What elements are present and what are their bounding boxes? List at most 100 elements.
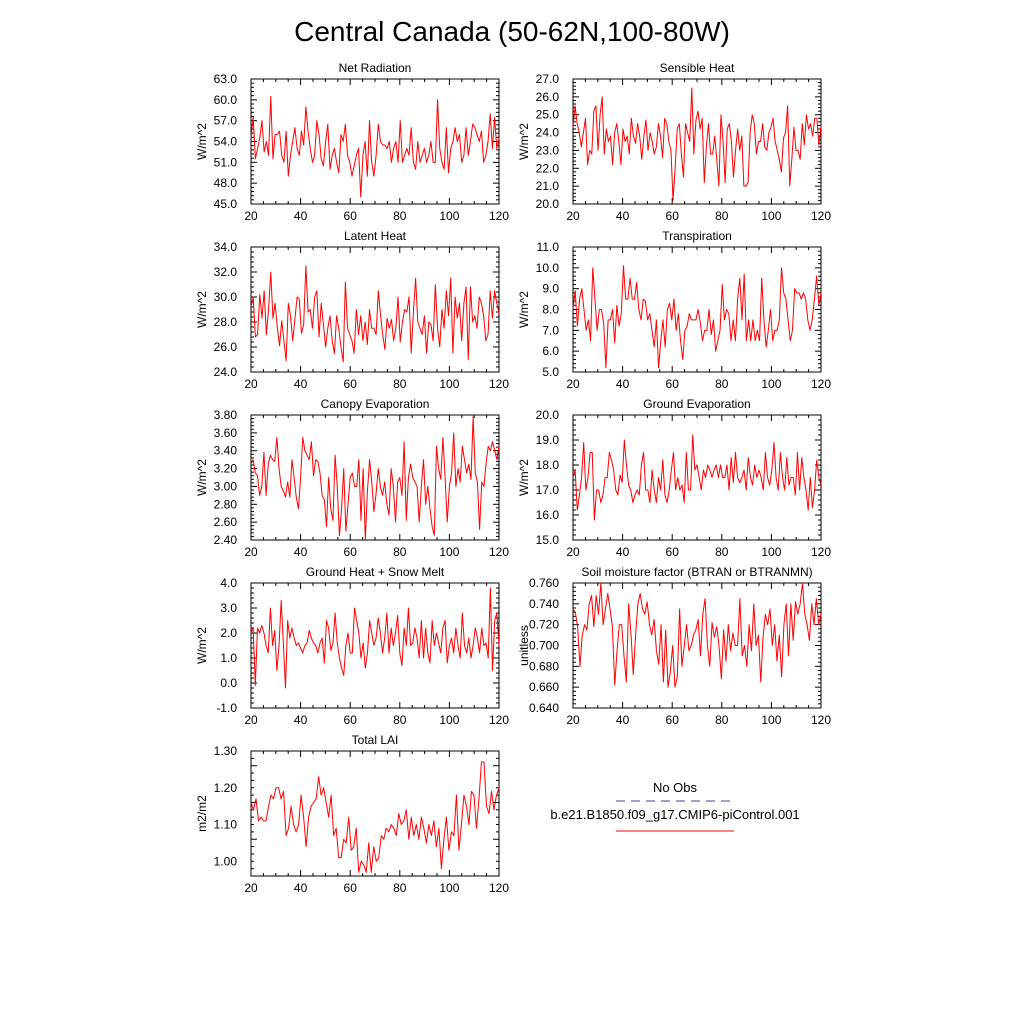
y-tick-label: 3.80 [214,408,238,422]
x-tick-label: 60 [344,377,358,391]
x-tick-label: 40 [294,377,308,391]
x-tick-label: 60 [666,545,680,559]
plot-frame [250,414,500,541]
x-tick-label: 100 [439,713,459,727]
x-tick-label: 20 [244,713,258,727]
y-tick-label: 17.0 [536,483,560,497]
x-tick-label: 20 [566,713,580,727]
y-tick-label: 32.0 [214,265,238,279]
y-axis-label: W/m^2 [195,123,209,160]
x-tick-label: 100 [439,881,459,895]
panels: Net Radiation W/m^2 20 40 60 80 100 120 45.0 48.0… [195,61,831,895]
y-tick-label: 3.40 [214,444,238,458]
x-tick-label: 120 [811,209,831,223]
y-tick-label: 1.30 [214,744,238,758]
y-tick-label: 19.0 [536,433,560,447]
legend-model-label: b.e21.B1850.f09_g17.CMIP6-piControl.001 [550,807,799,822]
plot-frame [572,246,822,373]
x-tick-label: 20 [244,545,258,559]
y-tick-label: 27.0 [536,72,560,86]
figure-title: Central Canada (50-62N,100-80W) [294,16,730,47]
y-tick-label: 0.660 [529,680,559,694]
panel-7: Soil moisture factor (BTRAN or BTRANMN) u… [517,565,831,727]
x-tick-label: 80 [715,713,729,727]
y-tick-label: 2.40 [214,533,238,547]
x-tick-label: 60 [666,713,680,727]
x-tick-label: 120 [489,713,509,727]
x-tick-label: 80 [393,377,407,391]
x-tick-label: 60 [344,209,358,223]
x-tick-label: 80 [715,377,729,391]
y-tick-label: 16.0 [536,508,560,522]
x-tick-label: 100 [761,209,781,223]
y-tick-label: 26.0 [214,340,238,354]
panel-1: Sensible Heat W/m^2 20 40 60 80 100 120 20.0 21.0… [517,61,831,223]
x-tick-label: 100 [439,545,459,559]
y-tick-label: 51.0 [214,155,238,169]
x-tick-label: 100 [761,545,781,559]
x-tick-label: 80 [393,545,407,559]
plot-frame [572,414,822,541]
series-line [572,582,822,688]
y-tick-label: 21.0 [536,179,560,193]
x-tick-label: 80 [715,545,729,559]
plot-frame [572,78,822,205]
y-tick-label: 5.0 [542,365,559,379]
x-tick-label: 120 [489,377,509,391]
x-tick-label: 20 [566,377,580,391]
y-tick-label: 2.0 [220,626,237,640]
y-tick-label: 2.60 [214,515,238,529]
y-tick-label: 0.680 [529,659,559,673]
y-tick-label: 6.0 [542,344,559,358]
series-line [250,95,500,198]
panel-5: Ground Evaporation W/m^2 20 40 60 80 100 120 15.… [517,397,831,559]
x-tick-label: 60 [344,545,358,559]
y-tick-label: 0.760 [529,576,559,590]
x-tick-label: 20 [566,545,580,559]
y-tick-label: 11.0 [537,240,560,254]
x-tick-label: 120 [811,545,831,559]
y-axis-label: W/m^2 [195,291,209,328]
x-tick-label: 100 [761,713,781,727]
y-tick-label: -1.0 [216,701,237,715]
plot-frame [572,582,822,709]
x-tick-label: 40 [294,881,308,895]
x-tick-label: 120 [489,881,509,895]
x-tick-label: 100 [439,377,459,391]
x-tick-label: 20 [244,377,258,391]
panel-title: Soil moisture factor (BTRAN or BTRANMN) [581,565,812,579]
y-tick-label: 23.0 [536,143,560,157]
y-tick-label: 0.0 [220,676,237,690]
x-tick-label: 80 [393,713,407,727]
x-tick-label: 120 [489,545,509,559]
y-tick-label: 20.0 [536,197,560,211]
panel-2: Latent Heat W/m^2 20 40 60 80 100 120 24.0 26.0 28… [195,229,509,391]
x-tick-label: 40 [616,545,630,559]
x-tick-label: 80 [393,881,407,895]
x-tick-label: 40 [294,545,308,559]
y-axis-label: W/m^2 [517,123,531,160]
series-line [250,265,500,363]
y-tick-label: 48.0 [214,176,238,190]
x-tick-label: 40 [616,209,630,223]
y-tick-label: 0.700 [529,639,559,653]
panel-title: Latent Heat [344,229,407,243]
y-tick-label: 0.720 [529,618,559,632]
x-tick-label: 60 [344,881,358,895]
series-line [250,587,500,689]
y-tick-label: 20.0 [536,408,560,422]
series-line [250,416,500,541]
x-tick-label: 80 [715,209,729,223]
y-tick-label: 7.0 [542,323,559,337]
series-line [572,87,822,201]
y-tick-label: 3.20 [214,462,238,476]
y-tick-label: 0.740 [529,597,559,611]
x-tick-label: 40 [616,377,630,391]
x-tick-label: 100 [439,209,459,223]
y-tick-label: 26.0 [536,90,560,104]
y-axis-label: W/m^2 [195,627,209,664]
panel-title: Ground Evaporation [643,397,750,411]
series-line [572,265,822,369]
panel-title: Canopy Evaporation [321,397,430,411]
y-tick-label: 22.0 [536,161,560,175]
